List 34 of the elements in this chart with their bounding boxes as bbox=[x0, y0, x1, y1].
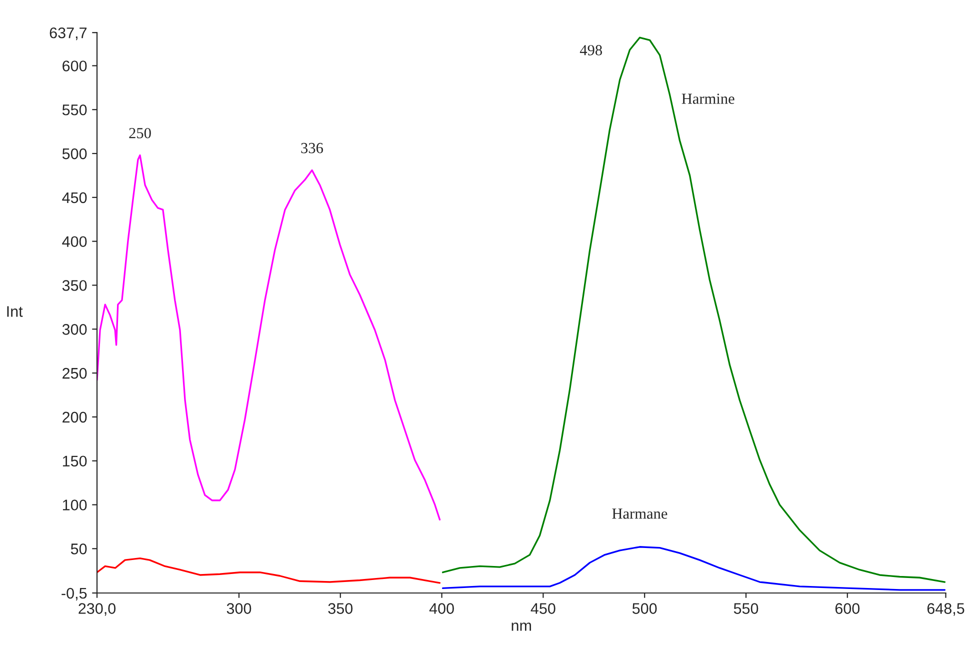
line-series bbox=[97, 557, 441, 584]
x-axis-title: nm bbox=[512, 622, 531, 631]
y-tick-label: 200 bbox=[62, 412, 87, 423]
y-tick-label: 450 bbox=[62, 192, 87, 204]
line-series bbox=[442, 546, 946, 591]
x-tick-label: 550 bbox=[734, 603, 758, 614]
y-tick-label: 600 bbox=[62, 60, 87, 72]
annotation: 336 bbox=[301, 142, 323, 154]
line-series bbox=[442, 36, 946, 583]
x-tick-label: 230,0 bbox=[78, 603, 116, 616]
x-tick-label: 350 bbox=[328, 603, 353, 614]
x-tick-label: 300 bbox=[226, 603, 252, 614]
x-tick-label: 400 bbox=[429, 603, 454, 614]
annotation: 498 bbox=[580, 45, 602, 56]
y-tick-label: 550 bbox=[62, 104, 87, 116]
series-label: Harmane bbox=[612, 508, 668, 519]
y-tick-label: 500 bbox=[62, 148, 87, 160]
y-tick-label: 300 bbox=[62, 324, 87, 335]
x-tick-label: 600 bbox=[835, 603, 860, 614]
line-series bbox=[97, 154, 441, 521]
x-tick-label: 648,5 bbox=[927, 603, 964, 616]
x-tick-label: 500 bbox=[632, 603, 657, 614]
y-tick-label: 250 bbox=[62, 368, 87, 379]
y-tick-label: 100 bbox=[62, 500, 87, 510]
y-tick-label: 400 bbox=[62, 236, 87, 248]
series-label: Harmine bbox=[682, 94, 734, 104]
y-tick-label: 637,7 bbox=[50, 27, 87, 40]
annotation: 250 bbox=[129, 128, 151, 138]
y-tick-label: 350 bbox=[62, 280, 87, 291]
y-tick-label: -0,5 bbox=[62, 588, 87, 600]
y-axis-title: Int bbox=[7, 306, 23, 317]
y-tick-label: 150 bbox=[62, 456, 87, 467]
x-tick-label: 450 bbox=[530, 603, 556, 614]
y-tick-label: 50 bbox=[70, 544, 87, 554]
